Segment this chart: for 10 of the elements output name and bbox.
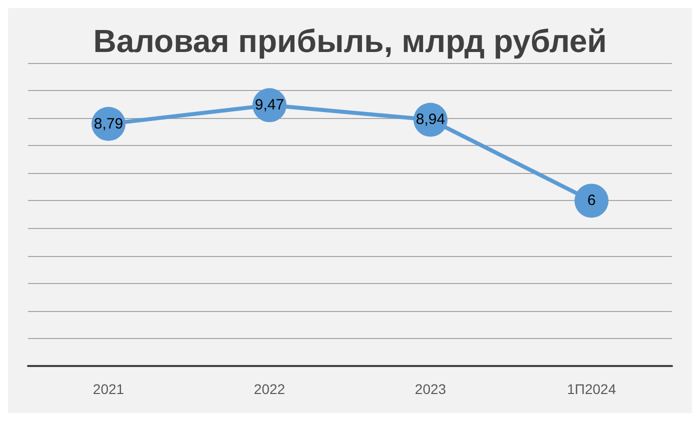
data-label: 8,94 bbox=[416, 111, 446, 128]
x-tick-label: 2022 bbox=[254, 381, 286, 397]
data-label: 8,79 bbox=[94, 115, 124, 132]
data-label: 9,47 bbox=[254, 96, 284, 114]
x-tick-label: 2021 bbox=[92, 381, 124, 397]
chart-title: Валовая прибыль, млрд рублей bbox=[93, 23, 607, 59]
point bbox=[574, 184, 608, 218]
data-label: 6 bbox=[587, 192, 596, 210]
x-tick-label: 1П2024 bbox=[567, 381, 616, 397]
x-tick-label: 2023 bbox=[414, 381, 446, 397]
